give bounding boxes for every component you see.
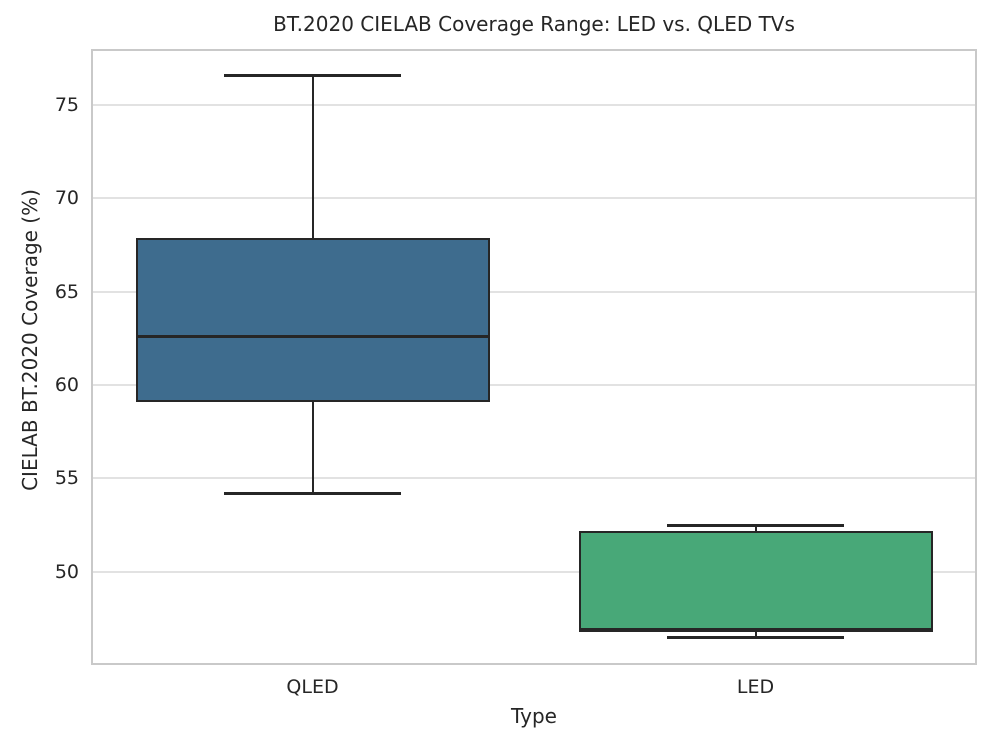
gridline-y-75 [91, 104, 977, 106]
x-axis-label: Type [511, 704, 557, 728]
axes-spine-left [91, 49, 93, 665]
y-tick-label: 60 [54, 374, 79, 396]
whisker-lower-qled [311, 401, 314, 494]
whisker-cap-upper-led [667, 524, 844, 527]
gridline-y-70 [91, 197, 977, 200]
chart-title: BT.2020 CIELAB Coverage Range: LED vs. Q… [273, 12, 795, 36]
whisker-upper-qled [311, 75, 314, 238]
axes-spine-right [975, 49, 977, 665]
plot-area [91, 49, 977, 665]
median-line-led [578, 628, 933, 632]
y-tick-label: 50 [54, 560, 79, 583]
y-axis-label: CIELAB BT.2020 Coverage (%) [18, 189, 42, 491]
whisker-cap-lower-led [667, 636, 844, 639]
y-tick-label: 55 [54, 467, 79, 490]
x-tick-label-led: LED [736, 676, 775, 698]
whisker-lower-led [754, 629, 757, 637]
whisker-upper-led [754, 525, 757, 531]
whisker-cap-lower-qled [224, 492, 401, 496]
axes-spine-bottom [91, 663, 977, 665]
y-tick-label: 70 [54, 187, 79, 210]
x-tick-label-qled: QLED [286, 676, 339, 698]
gridline-y-55 [91, 477, 977, 480]
axes-spine-top [91, 49, 977, 51]
y-tick-label: 75 [54, 94, 79, 116]
box-qled [135, 237, 490, 402]
median-line-qled [135, 335, 490, 339]
box-led [578, 530, 933, 630]
y-tick-label: 65 [54, 280, 79, 303]
whisker-cap-upper-qled [224, 74, 401, 78]
